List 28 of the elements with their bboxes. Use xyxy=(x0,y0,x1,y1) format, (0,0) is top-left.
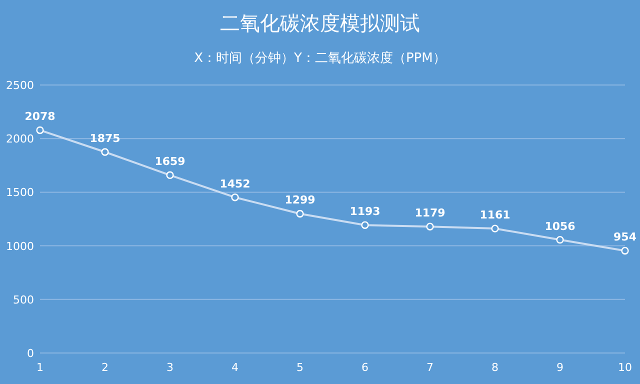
data-label: 1161 xyxy=(480,208,510,222)
x-tick-label: 4 xyxy=(232,361,238,374)
data-label: 1193 xyxy=(350,205,380,218)
y-tick-label: 2000 xyxy=(6,132,34,146)
y-tick-label: 1500 xyxy=(6,186,34,200)
x-tick-label: 10 xyxy=(618,361,632,374)
data-label: 1875 xyxy=(90,132,120,145)
data-label: 954 xyxy=(614,230,637,244)
x-tick-label: 1 xyxy=(36,361,44,374)
x-tick-label: 8 xyxy=(492,361,498,374)
data-label: 1299 xyxy=(284,194,316,207)
x-tick-label: 7 xyxy=(426,361,434,374)
y-tick-label: 0 xyxy=(27,347,34,360)
data-label: 2078 xyxy=(24,110,56,124)
data-label: 1056 xyxy=(544,220,576,233)
data-label: 1659 xyxy=(154,155,186,168)
y-tick-label: 1000 xyxy=(6,240,34,253)
data-label: 1452 xyxy=(220,177,250,190)
data-label: 1179 xyxy=(414,206,446,220)
y-tick-label: 2500 xyxy=(6,79,34,92)
x-tick-label: 2 xyxy=(102,361,108,374)
x-tick-label: 3 xyxy=(166,361,174,374)
y-tick-label: 500 xyxy=(13,293,34,306)
chart-subtitle: X：时间（分钟）Y：二氧化碳浓度（PPM） xyxy=(194,50,446,66)
x-tick-label: 6 xyxy=(362,361,368,374)
x-tick-label: 5 xyxy=(296,361,304,374)
chart-title: 二氧化碳浓度模拟测试 xyxy=(220,11,420,35)
x-tick-label: 9 xyxy=(556,361,564,374)
